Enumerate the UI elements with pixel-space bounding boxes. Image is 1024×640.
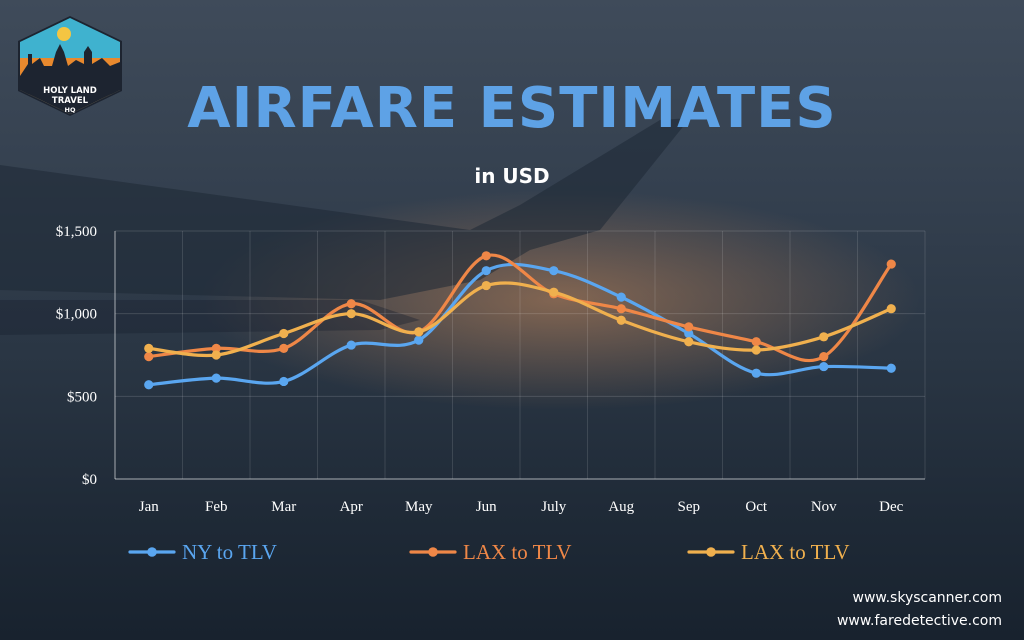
data-point (144, 380, 154, 390)
source-credit-skyscanner: www.skyscanner.com (852, 590, 1002, 606)
data-point (684, 328, 694, 339)
data-point (886, 304, 896, 314)
data-point (549, 287, 559, 297)
x-tick-label: Dec (879, 499, 903, 515)
legend-item-1: NY to TLV (128, 540, 277, 564)
data-point (481, 251, 491, 261)
x-tick-label: Aug (608, 499, 634, 515)
data-point (279, 376, 289, 387)
data-point (279, 343, 289, 353)
data-point (211, 350, 221, 360)
data-point (616, 304, 626, 314)
data-point (886, 363, 896, 373)
data-point (751, 368, 761, 378)
legend-item-3: LAX to TLV (687, 540, 850, 564)
data-point (819, 361, 829, 372)
x-tick-label: Jun (476, 499, 497, 515)
data-point (481, 280, 491, 291)
series-3 (144, 280, 896, 360)
data-point (616, 315, 626, 325)
y-tick-label: $1,000 (56, 307, 97, 323)
chart-subtitle: in USD (474, 164, 550, 188)
data-point (819, 352, 829, 362)
x-tick-label: Oct (745, 499, 767, 515)
data-point (346, 309, 356, 319)
legend-item-2: LAX to TLV (409, 540, 572, 564)
x-tick-label: May (405, 499, 433, 515)
data-point (684, 322, 694, 332)
data-point (549, 266, 559, 276)
y-tick-label: $500 (67, 389, 97, 405)
data-point (751, 337, 761, 347)
svg-text:HQ: HQ (65, 106, 76, 114)
legend-swatch-marker (706, 547, 716, 557)
data-point (346, 299, 356, 309)
data-point (751, 345, 761, 355)
data-point (279, 328, 289, 339)
data-point (144, 352, 154, 362)
svg-text:TRAVEL: TRAVEL (52, 96, 89, 106)
legend-swatch-marker (147, 547, 157, 557)
chart-title: AIRFARE ESTIMATES (187, 76, 837, 141)
holy-land-travel-logo: HOLY LAND TRAVEL HQ (18, 16, 122, 116)
x-tick-label: Feb (205, 499, 228, 515)
data-point (414, 327, 424, 337)
data-point (684, 337, 694, 347)
series-line (147, 281, 893, 358)
data-point (144, 343, 154, 353)
x-tick-label: Nov (811, 499, 837, 515)
legend-label: LAX to TLV (741, 540, 850, 564)
x-tick-label: Sep (678, 499, 701, 515)
x-tick-label: Apr (340, 499, 363, 515)
source-credit-faredetective: www.faredetective.com (836, 613, 1002, 629)
x-tick-label: July (541, 499, 567, 515)
data-point (211, 373, 221, 383)
y-tick-label: $1,500 (56, 224, 97, 240)
x-tick-label: Jan (139, 499, 159, 515)
data-point (481, 266, 491, 276)
data-point (886, 259, 896, 269)
data-point (414, 335, 424, 345)
y-tick-label: $0 (82, 472, 97, 488)
legend-label: NY to TLV (182, 540, 277, 564)
legend-label: LAX to TLV (463, 540, 572, 564)
svg-text:HOLY LAND: HOLY LAND (43, 86, 97, 96)
data-point (819, 332, 829, 342)
data-point (346, 340, 356, 350)
x-tick-label: Mar (271, 499, 296, 515)
legend-swatch-marker (428, 547, 438, 557)
data-point (616, 292, 626, 302)
data-point (211, 343, 221, 353)
